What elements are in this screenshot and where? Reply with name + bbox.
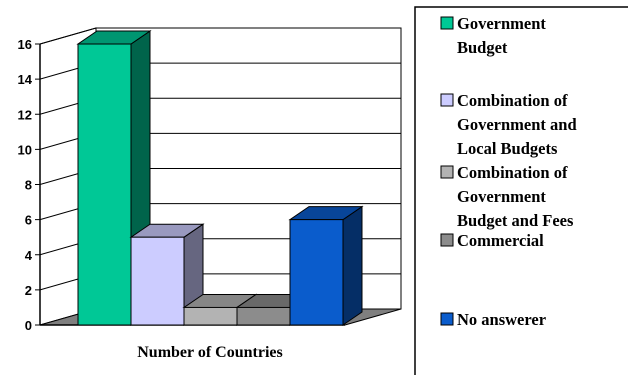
legend-item: Combination of Government Budget and Fees: [440, 163, 574, 230]
y-tick-label: 2: [25, 283, 32, 298]
y-tick-label: 14: [18, 72, 33, 87]
bar: [288, 205, 364, 326]
legend-item: Combination of Government and Local Budget…: [440, 91, 577, 158]
legend: Government Budget Combination of Government…: [414, 6, 628, 375]
y-tick-label: 8: [25, 178, 32, 193]
legend-label-line: Government and: [457, 115, 577, 134]
legend-label-line: Local Budgets: [457, 139, 558, 158]
legend-label-line: Budget: [457, 38, 508, 57]
legend-label-line: No answerer: [457, 310, 546, 329]
bar-front: [236, 306, 291, 326]
bars: [76, 30, 364, 326]
legend-label-line: Combination of: [457, 91, 568, 110]
legend-label-line: Budget and Fees: [457, 211, 574, 230]
legend-swatch: [440, 93, 454, 107]
bar-front: [77, 43, 132, 326]
legend-item: Commercial: [440, 231, 544, 250]
legend-swatch: [440, 16, 454, 30]
legend-label-line: Combination of: [457, 163, 568, 182]
bar-front: [289, 219, 344, 326]
legend-item: Government Budget: [440, 14, 546, 57]
legend-item: No answerer: [440, 310, 546, 329]
legend-label-line: Government: [457, 14, 546, 33]
y-tick-label: 0: [25, 318, 32, 333]
y-tick-label: 12: [18, 107, 32, 122]
legend-label-line: Government: [457, 187, 546, 206]
gridline-side: [39, 27, 97, 45]
bar-side: [342, 205, 363, 326]
bar-front: [130, 236, 185, 326]
y-tick-label: 16: [18, 37, 32, 52]
y-tick-label: 6: [25, 213, 32, 228]
bar-front: [183, 306, 238, 326]
y-tick-label: 4: [25, 248, 33, 263]
y-tick-label: 10: [18, 142, 32, 157]
legend-label: Government Budget: [457, 14, 546, 57]
legend-label: No answerer: [457, 310, 546, 329]
legend-label-line: Commercial: [457, 231, 544, 250]
legend-swatch: [440, 312, 454, 326]
legend-swatch: [440, 233, 454, 247]
x-axis-label: Number of Countries: [137, 344, 282, 361]
legend-label: Combination of Government Budget and Fees: [457, 163, 574, 230]
legend-label: Combination of Government and Local Budget…: [457, 91, 577, 158]
legend-swatch: [440, 165, 454, 179]
legend-label: Commercial: [457, 231, 544, 250]
